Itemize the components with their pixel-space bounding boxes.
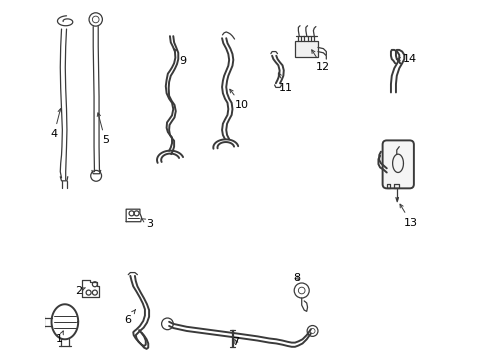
Text: 11: 11 bbox=[278, 73, 293, 93]
Text: 2: 2 bbox=[75, 285, 85, 296]
Text: 3: 3 bbox=[141, 218, 153, 229]
Text: 12: 12 bbox=[312, 50, 330, 72]
Text: 6: 6 bbox=[124, 310, 135, 325]
Text: 4: 4 bbox=[50, 109, 61, 139]
Text: 9: 9 bbox=[174, 49, 186, 66]
Text: 13: 13 bbox=[400, 204, 418, 228]
Text: 5: 5 bbox=[97, 113, 109, 145]
Bar bbox=[295, 41, 318, 57]
Text: 7: 7 bbox=[232, 337, 240, 347]
FancyBboxPatch shape bbox=[383, 140, 414, 188]
Text: 8: 8 bbox=[294, 273, 301, 283]
Text: 10: 10 bbox=[230, 89, 248, 110]
Text: 1: 1 bbox=[56, 331, 63, 344]
Text: 14: 14 bbox=[397, 54, 417, 64]
